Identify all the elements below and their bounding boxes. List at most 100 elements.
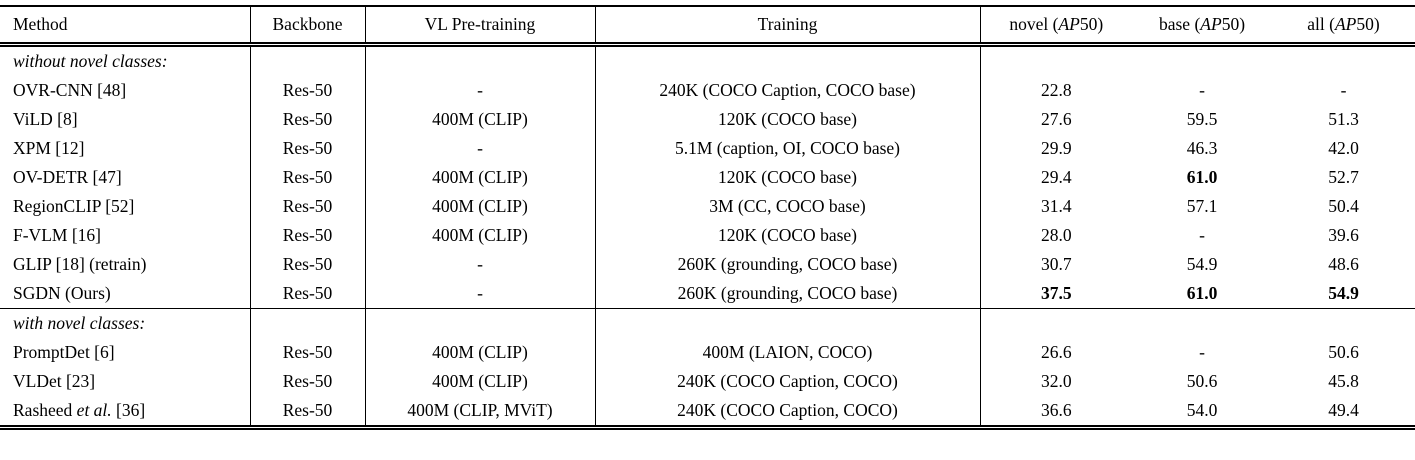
novel-cell: 26.6 — [979, 338, 1132, 367]
training-cell: 120K (COCO base) — [594, 163, 980, 192]
backbone-cell: Res-50 — [249, 192, 365, 221]
section-label-filler — [979, 308, 1132, 338]
novel-cell: 30.7 — [979, 250, 1132, 279]
all-cell: 52.7 — [1328, 167, 1359, 187]
training-cell: 120K (COCO base) — [594, 105, 980, 134]
section-label: without novel classes: — [13, 51, 168, 71]
method-cell: XPM [12] — [0, 134, 250, 163]
section-label-filler — [1272, 45, 1415, 77]
all-cell: 42.0 — [1328, 138, 1359, 158]
section-label-row: without novel classes: — [0, 44, 1415, 77]
results-table: Method Backbone VL Pre-training Training… — [0, 5, 1415, 430]
training-cell: 3M (CC, COCO base) — [594, 192, 980, 221]
base-cell: 57.1 — [1186, 196, 1218, 216]
method-text: VLDet [23] — [13, 371, 96, 391]
novel-cell: 32.0 — [979, 367, 1132, 396]
section-label-filler — [1272, 308, 1415, 338]
base-cell: 61.0 — [1186, 283, 1218, 303]
header-text: 50) — [1356, 14, 1380, 34]
training-cell: 240K (COCO Caption, COCO) — [594, 396, 980, 428]
all-cell: 50.6 — [1328, 342, 1359, 362]
section-label-row: with novel classes: — [0, 308, 1415, 338]
novel-cell: 29.9 — [979, 134, 1132, 163]
table-row: OVR-CNN [48] Res-50 - 240K (COCO Caption, C… — [0, 76, 1415, 105]
header-text-italic: AP — [1334, 14, 1357, 34]
vl-cell: - — [364, 279, 595, 309]
vl-cell: 400M (CLIP) — [364, 221, 595, 250]
all-cell: - — [1340, 80, 1347, 100]
section-label-filler — [1132, 45, 1272, 77]
header-base-ap50: base (AP50) — [1132, 6, 1272, 47]
backbone-cell: Res-50 — [249, 105, 365, 134]
section-label-filler — [979, 44, 1132, 76]
method-cell: F-VLM [16] — [0, 221, 250, 250]
training-cell: 260K (grounding, COCO base) — [594, 250, 980, 279]
base-cell: 54.9 — [1186, 254, 1218, 274]
backbone-cell: Res-50 — [249, 221, 365, 250]
header-novel-ap50: novel (AP50) — [979, 6, 1132, 47]
all-cell: 51.3 — [1328, 109, 1359, 129]
vl-cell: 400M (CLIP) — [364, 338, 595, 367]
header-row: Method Backbone VL Pre-training Training… — [0, 6, 1415, 47]
method-cell: OVR-CNN [48] — [0, 76, 250, 105]
all-cell: 48.6 — [1328, 254, 1359, 274]
section-label-filler — [594, 308, 980, 338]
method-text: GLIP [18] (retrain) — [13, 254, 147, 274]
table-header: Method Backbone VL Pre-training Training… — [0, 6, 1415, 47]
training-cell: 120K (COCO base) — [594, 221, 980, 250]
backbone-cell: Res-50 — [249, 367, 365, 396]
section-label-filler — [249, 308, 365, 338]
novel-cell: 31.4 — [979, 192, 1132, 221]
header-text: base ( — [1158, 14, 1201, 34]
table-row: RegionCLIP [52] Res-50 400M (CLIP) 3M (CC, … — [0, 192, 1415, 221]
method-cell: SGDN (Ours) — [0, 279, 250, 309]
header-vl-pretraining: VL Pre-training — [364, 6, 595, 47]
all-cell: 49.4 — [1328, 400, 1359, 420]
table-row: ViLD [8] Res-50 400M (CLIP) 120K (COCO base… — [0, 105, 1415, 134]
method-cell: PromptDet [6] — [0, 338, 250, 367]
base-cell: 46.3 — [1186, 138, 1218, 158]
header-text-italic: AP — [1058, 14, 1080, 34]
table-row: PromptDet [6] Res-50 400M (CLIP) 400M (LAIO… — [0, 338, 1415, 367]
base-cell: - — [1199, 342, 1205, 362]
method-text: OV-DETR [47] — [13, 167, 122, 187]
section-label-filler — [364, 44, 595, 76]
novel-cell: 22.8 — [979, 76, 1132, 105]
training-cell: 400M (LAION, COCO) — [594, 338, 980, 367]
backbone-cell: Res-50 — [249, 338, 365, 367]
method-text: F-VLM [16] — [13, 225, 101, 245]
base-cell: - — [1199, 225, 1205, 245]
section-label-filler — [364, 308, 595, 338]
backbone-cell: Res-50 — [249, 163, 365, 192]
novel-cell: 36.6 — [979, 396, 1132, 428]
backbone-cell: Res-50 — [249, 76, 365, 105]
section-label-filler — [1132, 308, 1272, 338]
backbone-cell: Res-50 — [249, 250, 365, 279]
section-label-filler — [594, 44, 980, 76]
base-cell: 54.0 — [1186, 400, 1218, 420]
table-row: SGDN (Ours) Res-50-260K (grounding, COCO … — [0, 279, 1415, 309]
vl-cell: - — [364, 250, 595, 279]
header-text-italic: AP — [1200, 14, 1222, 34]
header-text: all ( — [1307, 14, 1335, 34]
novel-cell: 37.5 — [979, 279, 1132, 309]
base-cell: - — [1199, 80, 1205, 100]
base-cell: 59.5 — [1186, 109, 1218, 129]
method-text: ViLD [8] — [13, 109, 78, 129]
vl-cell: 400M (CLIP) — [364, 163, 595, 192]
all-cell: 50.4 — [1328, 196, 1359, 216]
header-text: novel ( — [1009, 14, 1059, 34]
header-backbone: Backbone — [249, 6, 365, 47]
novel-cell: 27.6 — [979, 105, 1132, 134]
method-text: XPM [12] — [13, 138, 85, 158]
vl-cell: 400M (CLIP) — [364, 367, 595, 396]
method-text: SGDN (Ours) — [13, 283, 111, 303]
table-row: GLIP [18] (retrain) Res-50-260K (groundin… — [0, 250, 1415, 279]
vl-cell: - — [364, 134, 595, 163]
page: Method Backbone VL Pre-training Training… — [0, 5, 1415, 430]
training-cell: 240K (COCO Caption, COCO base) — [594, 76, 980, 105]
table-body: without novel classes: OVR-CNN [48] Res-50… — [0, 44, 1415, 428]
training-cell: 260K (grounding, COCO base) — [594, 279, 980, 309]
backbone-cell: Res-50 — [249, 134, 365, 163]
method-cell: VLDet [23] — [0, 367, 250, 396]
